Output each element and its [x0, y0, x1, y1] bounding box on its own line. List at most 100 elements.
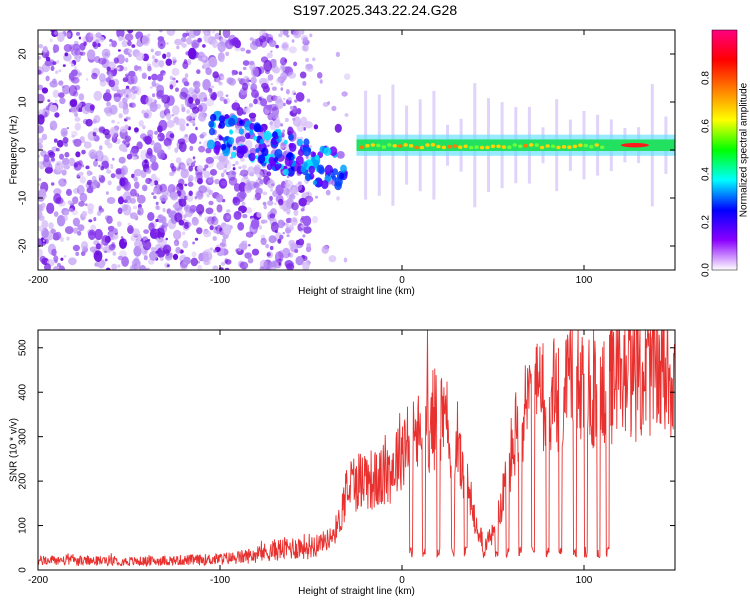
- noise-blob: [77, 224, 85, 232]
- noise-blob: [205, 67, 212, 76]
- noise-blob: [151, 55, 156, 60]
- noise-blob: [52, 78, 57, 85]
- noise-blob: [315, 195, 318, 199]
- transition-blob: [208, 120, 215, 128]
- noise-blob: [63, 255, 67, 258]
- noise-blob: [193, 30, 201, 36]
- transition-blob: [266, 163, 273, 171]
- noise-blob: [51, 248, 57, 257]
- noise-blob: [117, 264, 121, 268]
- noise-blob: [289, 252, 294, 258]
- noise-blob: [216, 204, 223, 213]
- x-tick-label: -200: [28, 575, 48, 586]
- noise-blob: [263, 204, 268, 210]
- noise-blob: [151, 192, 155, 196]
- noise-blob: [179, 124, 186, 132]
- transition-blob: [255, 148, 260, 153]
- noise-blob: [162, 53, 167, 59]
- noise-blob: [145, 178, 150, 184]
- noise-blob: [178, 198, 187, 207]
- noise-blob: [173, 242, 178, 246]
- noise-blob: [90, 181, 97, 190]
- noise-blob: [302, 81, 307, 86]
- noise-blob: [97, 42, 101, 48]
- noise-blob: [242, 82, 249, 91]
- noise-blob: [291, 39, 295, 43]
- noise-blob: [205, 98, 214, 107]
- noise-blob: [104, 52, 109, 57]
- signal-dot: [529, 143, 534, 147]
- noise-blob: [178, 141, 187, 153]
- noise-blob: [62, 131, 67, 136]
- noise-blob: [143, 112, 149, 119]
- noise-blob: [257, 66, 265, 74]
- noise-blob: [285, 222, 289, 228]
- noise-blob: [45, 75, 50, 82]
- noise-blob: [202, 56, 206, 61]
- noise-blob: [266, 94, 274, 103]
- noise-blob: [312, 57, 316, 62]
- noise-blob: [96, 252, 100, 256]
- noise-blob: [55, 148, 60, 152]
- noise-blob: [41, 87, 49, 94]
- signal-dot: [539, 145, 545, 150]
- x-tick-label: -100: [210, 575, 230, 586]
- noise-blob: [141, 159, 150, 169]
- noise-blob: [151, 80, 157, 87]
- noise-blob: [214, 226, 218, 230]
- noise-blob: [274, 95, 283, 104]
- noise-blob: [67, 200, 73, 205]
- noise-blob: [238, 166, 242, 170]
- noise-blob: [295, 256, 304, 266]
- signal-dot: [479, 145, 485, 150]
- noise-blob: [196, 227, 203, 235]
- noise-blob: [116, 89, 121, 94]
- noise-blob: [42, 158, 51, 168]
- snr-series-line: [38, 330, 675, 568]
- noise-blob: [284, 179, 289, 183]
- transition-blob: [296, 138, 303, 147]
- noise-blob: [174, 212, 183, 223]
- noise-blob: [53, 211, 59, 217]
- noise-blob: [204, 164, 209, 169]
- signal-dot: [594, 143, 599, 147]
- noise-blob: [195, 126, 198, 131]
- noise-blob: [60, 257, 64, 261]
- noise-blob: [79, 176, 87, 184]
- colorbar-tick-label: 0.0: [701, 263, 712, 277]
- noise-blob: [56, 215, 66, 227]
- noise-blob: [81, 164, 85, 168]
- noise-blob: [49, 104, 58, 113]
- noise-blob: [344, 73, 351, 80]
- noise-blob: [284, 59, 287, 63]
- noise-blob: [173, 229, 182, 240]
- noise-blob: [56, 60, 60, 64]
- noise-blob: [74, 66, 77, 70]
- noise-blob: [188, 96, 194, 104]
- noise-blob: [291, 202, 299, 211]
- noise-blob: [74, 48, 81, 56]
- noise-blob: [79, 93, 85, 101]
- noise-blob: [112, 157, 115, 161]
- noise-blob: [159, 30, 163, 33]
- noise-blob: [295, 92, 305, 102]
- noise-blob: [175, 157, 182, 164]
- transition-blob: [263, 130, 272, 141]
- noise-blob: [155, 230, 159, 233]
- noise-blob: [309, 33, 313, 38]
- noise-blob: [126, 153, 133, 160]
- noise-blob: [343, 257, 348, 263]
- noise-blob: [165, 58, 173, 66]
- signal-dot: [572, 144, 578, 149]
- noise-blob: [208, 56, 218, 68]
- transition-blob: [274, 163, 281, 171]
- noise-blob: [105, 191, 109, 195]
- y-tick-label: 0: [18, 567, 29, 573]
- signal-dot: [359, 145, 365, 150]
- noise-blob: [116, 66, 120, 71]
- noise-blob: [331, 105, 337, 112]
- noise-blob: [191, 251, 197, 258]
- noise-blob: [203, 32, 212, 43]
- noise-blob: [238, 71, 243, 76]
- noise-blob: [220, 180, 227, 186]
